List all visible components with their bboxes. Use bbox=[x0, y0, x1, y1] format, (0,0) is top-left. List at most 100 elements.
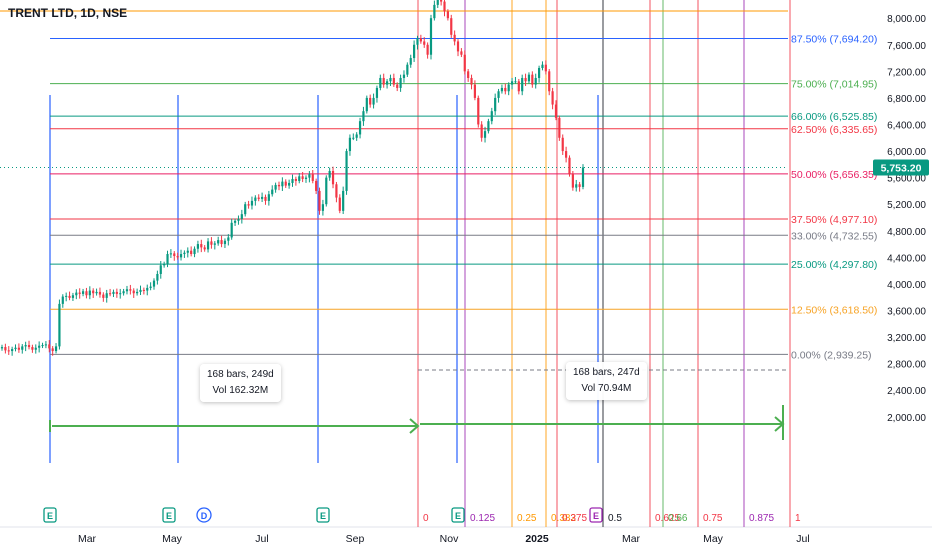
fib-time-label-6: 0.625 bbox=[655, 513, 680, 524]
event-marker-text-3: E bbox=[320, 511, 326, 521]
candle-body-26 bbox=[88, 290, 91, 296]
candle-body-152 bbox=[514, 81, 517, 83]
measure-bars-2: 168 bars, 247d bbox=[573, 367, 640, 378]
event-marker-text-4: E bbox=[455, 511, 461, 521]
candle-body-85 bbox=[288, 182, 291, 186]
candle-body-34 bbox=[115, 291, 118, 294]
candle-body-163 bbox=[551, 91, 554, 105]
measure-box-1: 168 bars, 249d Vol 162.32M bbox=[200, 364, 281, 402]
candle-body-89 bbox=[301, 176, 304, 179]
chart-title: TRENT LTD, 1D, NSE bbox=[8, 6, 128, 20]
measure-volume-1: Vol 162.32M bbox=[212, 385, 269, 396]
candle-body-149 bbox=[504, 87, 507, 92]
candle-body-9 bbox=[31, 347, 34, 350]
candle-body-168 bbox=[568, 157, 571, 175]
candle-body-125 bbox=[423, 41, 426, 45]
candle-body-49 bbox=[166, 254, 169, 265]
earnings-marker-1 bbox=[162, 507, 176, 523]
candle-body-36 bbox=[122, 291, 125, 294]
candle-body-135 bbox=[456, 41, 460, 52]
candle-body-101 bbox=[342, 190, 345, 211]
candle-body-52 bbox=[176, 256, 179, 258]
candle-body-7 bbox=[24, 345, 27, 347]
candle-body-19 bbox=[65, 295, 68, 297]
time-label-1: May bbox=[162, 533, 183, 545]
candle-body-39 bbox=[132, 290, 135, 294]
candle-body-58 bbox=[196, 244, 200, 249]
candle-body-107 bbox=[362, 111, 365, 122]
candle-body-57 bbox=[193, 248, 196, 255]
candle-body-128 bbox=[433, 4, 436, 19]
candle-body-123 bbox=[416, 38, 419, 45]
candle-body-27 bbox=[92, 290, 95, 294]
price-tick-13: 7,200.00 bbox=[887, 67, 926, 78]
candle-body-104 bbox=[352, 137, 355, 139]
fib-level-label-5: 50.00% (5,656.35) bbox=[791, 169, 877, 181]
candle-body-115 bbox=[389, 77, 392, 82]
measure-bars-1: 168 bars, 249d bbox=[207, 369, 274, 380]
price-tick-11: 6,400.00 bbox=[887, 120, 926, 131]
price-tick-9: 5,600.00 bbox=[887, 174, 926, 185]
candle-body-164 bbox=[554, 104, 558, 118]
candle-body-44 bbox=[149, 286, 152, 288]
candle-body-160 bbox=[541, 64, 544, 69]
candle-body-122 bbox=[413, 44, 416, 59]
candle-body-61 bbox=[206, 241, 210, 250]
candle-body-161 bbox=[544, 64, 547, 72]
fib-level-label-9: 87.50% (7,694.20) bbox=[791, 33, 877, 45]
price-tick-5: 4,000.00 bbox=[887, 280, 926, 291]
candle-body-2 bbox=[7, 350, 10, 352]
candle-body-12 bbox=[41, 345, 44, 347]
candle-body-28 bbox=[95, 291, 98, 294]
time-label-8: Jul bbox=[796, 533, 809, 545]
candle-body-165 bbox=[558, 117, 561, 138]
fib-level-label-7: 66.00% (6,525.85) bbox=[791, 111, 877, 123]
candle-body-51 bbox=[173, 253, 176, 257]
time-label-2: Jul bbox=[255, 533, 268, 545]
candle-body-140 bbox=[473, 84, 477, 98]
candle-body-76 bbox=[257, 197, 260, 199]
candle-body-6 bbox=[21, 346, 24, 350]
fib-level-label-2: 25.00% (4,297.80) bbox=[791, 259, 877, 271]
candle-body-21 bbox=[71, 295, 75, 298]
candle-body-3 bbox=[11, 349, 14, 352]
candle-body-98 bbox=[331, 170, 335, 185]
price-tick-10: 6,000.00 bbox=[887, 147, 926, 158]
candle-body-1 bbox=[4, 347, 7, 351]
candle-body-134 bbox=[453, 34, 456, 42]
candle-body-91 bbox=[308, 174, 311, 178]
measure-box-2: 168 bars, 247d Vol 70.94M bbox=[566, 362, 647, 400]
last-price-badge-text: 5,753.20 bbox=[881, 162, 922, 174]
candle-body-11 bbox=[38, 345, 41, 348]
fib-level-label-1: 12.50% (3,618.50) bbox=[791, 304, 877, 316]
candle-body-17 bbox=[58, 303, 61, 347]
candle-body-32 bbox=[108, 293, 112, 295]
candle-body-40 bbox=[136, 291, 139, 294]
candle-body-31 bbox=[105, 293, 108, 298]
price-tick-12: 6,800.00 bbox=[887, 94, 926, 105]
candle-body-63 bbox=[213, 243, 216, 245]
candle-body-111 bbox=[375, 87, 379, 98]
fib-level-label-0: 0.00% (2,939.25) bbox=[791, 349, 872, 361]
candle-body-162 bbox=[548, 71, 551, 92]
measure-volume-2: Vol 70.94M bbox=[581, 383, 632, 394]
candle-body-132 bbox=[446, 11, 449, 19]
candle-body-60 bbox=[203, 247, 206, 250]
candle-body-112 bbox=[379, 77, 382, 88]
candles-group bbox=[0, 0, 585, 356]
candle-body-68 bbox=[230, 222, 233, 238]
candle-body-157 bbox=[531, 74, 534, 85]
candle-body-42 bbox=[142, 289, 145, 291]
candle-body-84 bbox=[284, 181, 287, 186]
candle-body-106 bbox=[358, 121, 362, 135]
candle-body-46 bbox=[156, 273, 159, 281]
candle-body-54 bbox=[183, 252, 186, 255]
event-marker-text-0: E bbox=[47, 511, 53, 521]
price-tick-8: 5,200.00 bbox=[887, 200, 926, 211]
candle-body-117 bbox=[396, 84, 399, 88]
candle-body-64 bbox=[217, 240, 220, 244]
fib-time-label-0: 0 bbox=[423, 513, 429, 524]
candle-body-103 bbox=[348, 137, 352, 152]
